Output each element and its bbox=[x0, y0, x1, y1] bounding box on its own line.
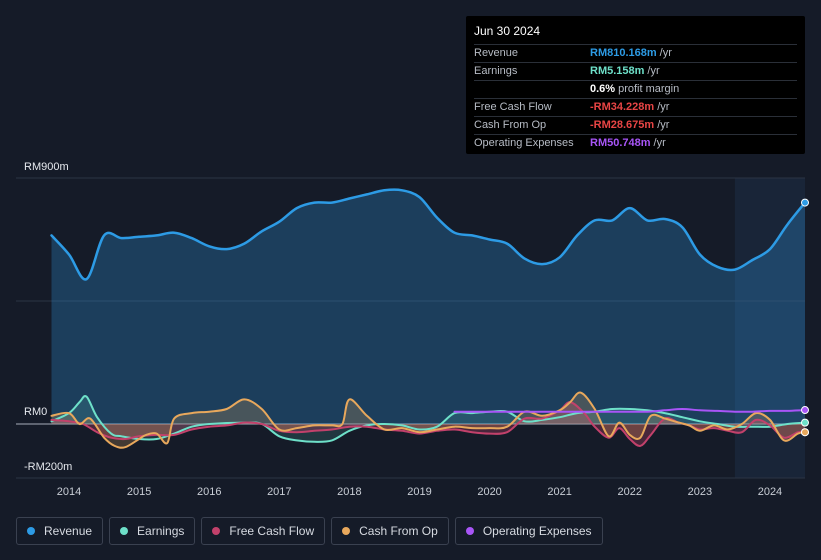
x-tick-label: 2016 bbox=[197, 486, 221, 498]
free-cash-flow-area bbox=[51, 402, 805, 446]
tooltip-row: Free Cash Flow -RM34.228m/yr bbox=[474, 98, 797, 116]
tooltip-row-label bbox=[474, 81, 590, 98]
legend-item-earnings[interactable]: Earnings bbox=[109, 517, 196, 545]
chart-legend: Revenue Earnings Free Cash Flow Cash From O… bbox=[16, 517, 603, 545]
legend-item-operating-expenses[interactable]: Operating Expenses bbox=[454, 517, 603, 545]
operating-expenses-line bbox=[453, 408, 806, 413]
cash-from-op-line bbox=[50, 391, 806, 449]
tooltip-row-value: RM810.168m bbox=[590, 47, 657, 59]
tooltip-row-unit: /yr bbox=[653, 137, 666, 149]
earnings-end-marker bbox=[801, 418, 809, 427]
tooltip-row: Revenue RM810.168m/yr bbox=[474, 44, 797, 62]
tooltip-row-value: -RM28.675m bbox=[590, 119, 655, 131]
legend-label: Earnings bbox=[137, 524, 185, 538]
x-axis-labels: 2014 2015 2016 2017 2018 2019 2020 2021 2022 2023… bbox=[57, 486, 782, 498]
x-tick-label: 2020 bbox=[477, 486, 501, 498]
chart-gridlines bbox=[16, 177, 805, 479]
operating-expenses-end-marker bbox=[801, 406, 809, 415]
y-tick-label: RM900m bbox=[24, 161, 69, 173]
x-tick-label: 2022 bbox=[618, 486, 642, 498]
tooltip-row-label: Revenue bbox=[474, 47, 519, 59]
tooltip-row-unit: /yr bbox=[657, 119, 670, 131]
tooltip-row-label: Free Cash Flow bbox=[474, 101, 552, 113]
x-tick-label: 2024 bbox=[758, 486, 782, 498]
tooltip-row-value: RM5.158m bbox=[590, 65, 645, 77]
data-tooltip: Jun 30 2024 Revenue RM810.168m/yr Earnings… bbox=[466, 16, 805, 154]
tooltip-row-unit: profit margin bbox=[618, 83, 680, 95]
earnings-line bbox=[50, 395, 806, 443]
cash-from-op-end-marker bbox=[801, 428, 809, 437]
x-tick-label: 2014 bbox=[57, 486, 81, 498]
legend-label: Free Cash Flow bbox=[229, 524, 315, 538]
legend-dot-icon bbox=[27, 527, 35, 535]
x-tick-label: 2023 bbox=[688, 486, 712, 498]
legend-dot-icon bbox=[342, 527, 351, 535]
cash-from-op-area bbox=[51, 392, 805, 448]
x-tick-label: 2019 bbox=[407, 486, 431, 498]
tooltip-row-value: 0.6% bbox=[590, 83, 616, 95]
x-tick-label: 2017 bbox=[267, 486, 291, 498]
tooltip-row-label: Operating Expenses bbox=[474, 137, 574, 149]
tooltip-row: 0.6% profit margin bbox=[474, 80, 797, 98]
tooltip-date: Jun 30 2024 bbox=[474, 24, 541, 38]
legend-label: Operating Expenses bbox=[482, 524, 592, 538]
legend-label: Revenue bbox=[44, 524, 93, 538]
revenue-line bbox=[50, 188, 807, 281]
legend-item-revenue[interactable]: Revenue bbox=[16, 517, 104, 545]
tooltip-row-value: -RM34.228m bbox=[590, 101, 655, 113]
free-cash-flow-line bbox=[50, 401, 806, 447]
legend-dot-icon bbox=[120, 527, 129, 535]
tooltip-row: Earnings RM5.158m/yr bbox=[474, 62, 797, 80]
x-tick-label: 2021 bbox=[547, 486, 571, 498]
revenue-end-marker bbox=[801, 198, 809, 207]
tooltip-row-value: RM50.748m bbox=[590, 137, 651, 149]
tooltip-row-label: Cash From Op bbox=[474, 119, 547, 131]
y-axis-labels: RM900m RM0 -RM200m bbox=[24, 161, 72, 473]
tooltip-row: Operating Expenses RM50.748m/yr bbox=[474, 134, 797, 152]
tooltip-row-unit: /yr bbox=[647, 65, 660, 77]
tooltip-row-label: Earnings bbox=[474, 65, 518, 77]
tooltip-row-unit: /yr bbox=[657, 101, 670, 113]
chart-end-markers bbox=[801, 198, 809, 437]
legend-item-cash-from-op[interactable]: Cash From Op bbox=[331, 517, 449, 545]
legend-label: Cash From Op bbox=[359, 524, 438, 538]
y-tick-label: -RM200m bbox=[24, 461, 72, 473]
x-tick-label: 2018 bbox=[337, 486, 361, 498]
x-tick-label: 2015 bbox=[127, 486, 151, 498]
legend-item-free-cash-flow[interactable]: Free Cash Flow bbox=[201, 517, 326, 545]
legend-dot-icon bbox=[212, 527, 221, 535]
revenue-area bbox=[51, 189, 805, 424]
tooltip-rows: Revenue RM810.168m/yr Earnings RM5.158m/yr 0… bbox=[474, 44, 797, 152]
tooltip-row: Cash From Op -RM28.675m/yr bbox=[474, 116, 797, 134]
legend-dot-icon bbox=[465, 527, 474, 535]
chart-lines bbox=[50, 188, 807, 449]
y-tick-label: RM0 bbox=[24, 406, 47, 418]
tooltip-row-unit: /yr bbox=[659, 47, 672, 59]
